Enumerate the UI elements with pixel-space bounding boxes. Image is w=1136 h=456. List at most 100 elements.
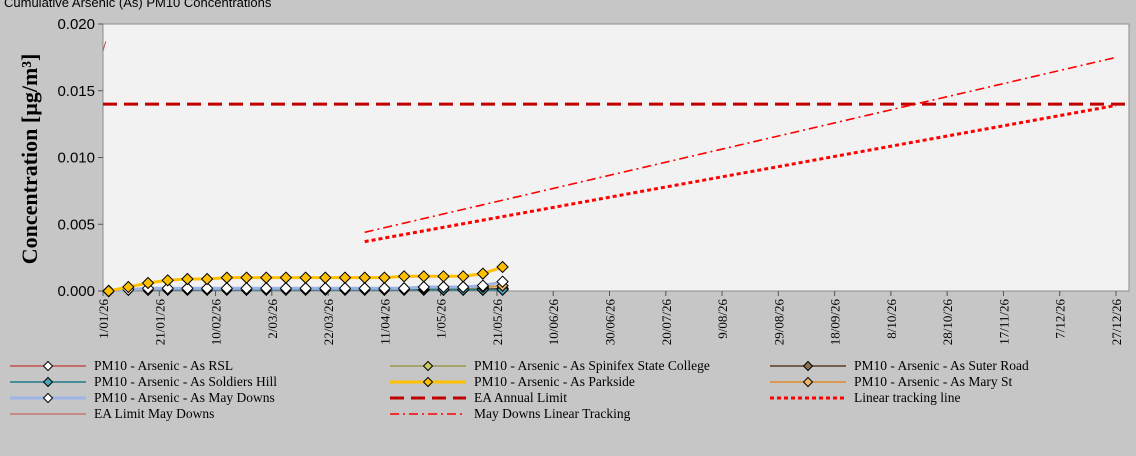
series-layer [102,41,1129,298]
legend-swatch [390,376,466,388]
x-tick-label: 7/12/26 [1053,299,1068,339]
legend-item: PM10 - Arsenic - As May Downs [8,390,275,406]
data-point [141,276,155,290]
legend-swatch [390,396,466,400]
legend-swatch [10,360,86,372]
plot-area [102,23,1130,292]
data-point [456,280,470,294]
data-point [240,271,253,284]
data-point [279,282,293,295]
data-point [378,282,391,295]
data-point [102,284,115,298]
data-point [338,271,352,284]
legend-label: PM10 - Arsenic - As RSL [94,358,234,373]
data-point [397,282,411,295]
x-axis: 1/01/26 21/01/26 10/02/26 2/03/26 22/03/26 11… [96,291,1124,345]
data-point [181,282,194,295]
y-axis-label: Concentration [µg/m³] [17,54,42,265]
data-point [259,282,273,295]
data-point [456,270,470,283]
legend-item: May Downs Linear Tracking [388,406,630,422]
x-tick-label: 18/09/26 [828,299,843,346]
x-tick-label: 21/05/26 [490,299,505,346]
series-line-ea-limit-may-downs [102,41,107,51]
y-tick-label: 0.020 [57,16,95,33]
x-tick-label: 29/08/26 [771,299,786,346]
legend-label: PM10 - Arsenic - As Soldiers Hill [94,374,278,389]
data-point [417,280,430,294]
legend-swatch [10,392,86,404]
x-tick-label: 20/07/26 [659,299,674,346]
legend-item: Linear tracking line [768,390,960,406]
legend-swatch [10,376,86,388]
legend-swatch [390,360,466,372]
data-point [299,271,312,284]
series-line-linear-tracking-line [364,103,1117,244]
series-ea-limit-may-downs [102,41,107,51]
series-line-may-downs-linear-tracking [364,56,1117,234]
series-may-downs-linear-tracking [364,56,1117,234]
legend-swatch [770,396,846,400]
data-point [161,282,174,295]
legend-swatch [390,413,466,415]
x-tick-label: 30/06/26 [603,299,618,346]
x-tick-label: 1/01/26 [96,299,111,339]
y-tick-label: 0.000 [57,283,95,300]
data-point [220,271,234,284]
data-point [338,282,352,295]
data-point [122,280,135,294]
chart-legend: PM10 - Arsenic - As RSL PM10 - Arsenic - … [8,356,1128,456]
x-tick-label: 8/10/26 [884,299,899,339]
data-point [496,260,509,274]
data-point [319,271,332,284]
y-tick-label: 0.005 [57,216,95,233]
data-point [397,270,411,283]
legend-label: EA Annual Limit [474,390,567,405]
legend-label: PM10 - Arsenic - As Mary St [854,374,1013,389]
legend-label: May Downs Linear Tracking [474,406,631,421]
series-pm10-arsenic-as-may-downs [102,275,509,298]
legend-swatch [10,413,86,415]
series-pm10-arsenic-as-parkside [102,260,509,298]
data-point [476,267,490,280]
legend-swatch [770,360,846,372]
data-point [161,274,174,287]
legend-label: PM10 - Arsenic - As Parkside [474,374,635,389]
data-point [437,270,450,283]
legend-item: EA Annual Limit [388,390,567,406]
legend-label: PM10 - Arsenic - As Spinifex State Colle… [474,358,710,373]
legend-label: PM10 - Arsenic - As May Downs [94,390,275,405]
x-tick-label: 17/11/26 [996,299,1011,345]
data-point [200,282,214,295]
data-point [259,271,273,284]
chart-area: 0.000 0.005 0.010 0.015 0.020 1/01/26 21/01/2… [17,16,1130,345]
data-point [476,279,490,292]
legend-label: PM10 - Arsenic - As Suter Road [854,358,1029,373]
legend-item: PM10 - Arsenic - As Suter Road [768,358,1029,374]
data-point [437,280,450,294]
legend-item: PM10 - Arsenic - As Parkside [388,374,635,390]
y-tick-label: 0.015 [57,83,95,100]
data-point [220,282,234,295]
data-point [181,272,194,286]
data-point [417,270,430,283]
data-point [496,275,509,288]
legend-swatch [770,376,846,388]
x-tick-label: 22/03/26 [321,299,336,346]
data-point [240,282,253,295]
legend-item: PM10 - Arsenic - As Soldiers Hill [8,374,277,390]
x-tick-label: 10/02/26 [209,299,224,346]
legend-item: PM10 - Arsenic - As Mary St [768,374,1012,390]
y-axis: 0.000 0.005 0.010 0.015 0.020 [57,16,103,300]
data-point [378,271,391,284]
x-tick-label: 9/08/26 [715,299,730,339]
x-tick-label: 10/06/26 [546,299,561,346]
x-tick-label: 2/03/26 [265,299,280,339]
x-tick-label: 11/04/26 [377,299,392,345]
data-point [358,271,371,284]
data-point [319,282,332,295]
data-point [200,272,214,286]
x-tick-label: 28/10/26 [940,299,955,346]
legend-item: PM10 - Arsenic - As RSL [8,358,233,374]
x-tick-label: 1/05/26 [434,299,449,339]
